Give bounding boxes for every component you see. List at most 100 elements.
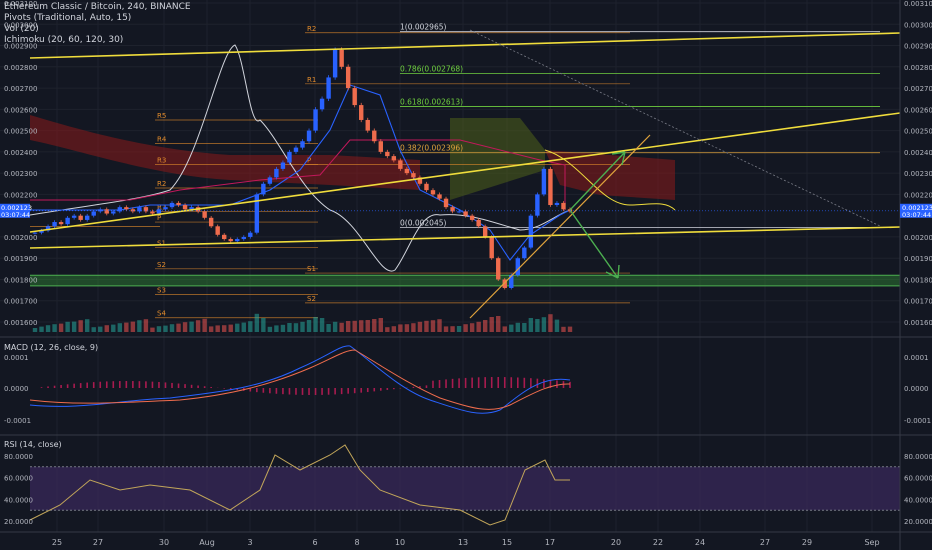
volume-bar [274,325,279,332]
volume-bar [385,327,390,332]
pivot-label: P [157,214,161,222]
price-tick-label-left: 0.001900 [4,255,37,263]
candle-body [98,209,103,212]
arrow-up-drawing [569,151,626,211]
candle-body [398,160,403,169]
volume-bar [424,320,429,332]
rsi-pane: 80.0000 80.0000 60.0000 60.0000 40.0000 40.00… [4,444,932,526]
price-tick-label: 0.003000 [904,21,932,29]
current-price-tag [900,203,932,218]
volume-bar [319,318,325,332]
price-tick-label: 0.002000 [904,234,932,242]
pivot-label: S1 [157,240,166,248]
volume-bar [450,326,455,332]
macd-tick-label: 0.0000 [904,385,929,393]
candle-body [359,105,364,120]
legend-panel: Ethereum Classic / Bitcoin, 240, BINANCE… [4,2,191,46]
candle-body [482,226,488,237]
volume-bar [567,326,573,332]
candle-body [378,141,383,152]
candle-body [156,209,162,214]
macd-label[interactable]: MACD (12, 26, close, 9) [4,343,99,352]
price-tick-label: 0.001800 [904,276,932,284]
candle-body [202,211,207,218]
candle-body [228,239,233,242]
price-tick-label-left: 0.003000 [4,21,37,29]
volume-bar [182,322,188,332]
volume-bar [52,324,57,332]
candle-body [124,207,129,210]
candle-body [137,207,142,212]
volume-bar [359,320,364,332]
price-tick-label: 0.002700 [904,85,932,93]
price-tick-label-left: 0.002500 [4,128,37,136]
current-price-value-left: 0.002123 [1,204,32,212]
x-tick-label: 10 [395,538,405,547]
x-tick-label: 13 [458,538,468,547]
volume-bar [372,319,377,332]
candle-body [254,194,260,233]
arrow-down-drawing [569,209,620,279]
volume-bar [169,324,175,332]
volume-bar [124,322,129,332]
indicator-volume[interactable]: Vol (20) [4,24,39,34]
volume-bar [222,325,227,332]
volume-bar [528,318,534,332]
volume-bar [404,324,410,332]
price-tick-label: 0.001600 [904,319,932,327]
candle-body [71,215,77,218]
x-tick-label: 29 [802,538,812,547]
candle-body [261,183,266,195]
leading-span [544,149,676,211]
volume-bar [391,326,397,332]
candle-body [65,217,70,225]
volume-bar [39,326,44,332]
volume-bar [443,326,449,332]
rsi-tick-label: 20.0000 [904,518,932,526]
fibonacci-levels: 1(0.002965) 0.786(0.002768) 0.618(0.002613… [400,23,880,228]
volume-bar [456,326,462,332]
pivot-label: S3 [157,286,166,294]
candle-body [45,226,51,231]
rsi-label[interactable]: RSI (14, close) [4,440,62,449]
price-candles [32,47,573,290]
candle-body [430,190,436,195]
candle-body [215,226,220,235]
candle-body [241,236,246,240]
indicator-pivots[interactable]: Pivots (Traditional, Auto, 15) [4,13,132,23]
candle-body [496,258,501,280]
x-tick-label: 24 [695,538,705,547]
volume-bar [130,321,136,332]
volume-bar [535,319,540,332]
volume-bar [313,317,318,332]
x-tick-label: Sep [864,538,879,547]
trendline-drawings[interactable] [29,29,901,319]
volume-bar [509,324,514,332]
signal-line [29,349,571,410]
candle-body [417,177,423,184]
pivot-lines: R5 R4 R3 R2 R1 P S1 S2 S3 S4 R2 R1 P S1 S2 [30,25,630,319]
x-tick-label: 27 [93,538,103,547]
fib-label: 0.382(0.002396) [400,144,463,153]
volume-bar [469,323,475,332]
indicator-ichimoku[interactable]: Ichimoku (20, 60, 120, 30) [4,35,124,45]
x-tick-label: 17 [545,538,555,547]
volume-bar [215,325,220,332]
trendline-rising [469,134,651,319]
volume-bar [326,324,331,332]
volume-bar [111,324,116,332]
candle-body [78,215,83,220]
price-tick-label: 0.002300 [904,170,932,178]
price-tick-label-left: 0.001800 [4,276,37,284]
candle-body [91,211,96,216]
candle-body [39,230,44,233]
pivot-label: R2 [157,180,166,188]
candle-body [352,88,357,106]
candle-body [104,209,109,214]
rsi-line [29,444,570,526]
volume-bar [45,325,51,332]
candle-body [58,222,64,225]
volume-bar [137,320,142,332]
candle-body [391,156,397,161]
